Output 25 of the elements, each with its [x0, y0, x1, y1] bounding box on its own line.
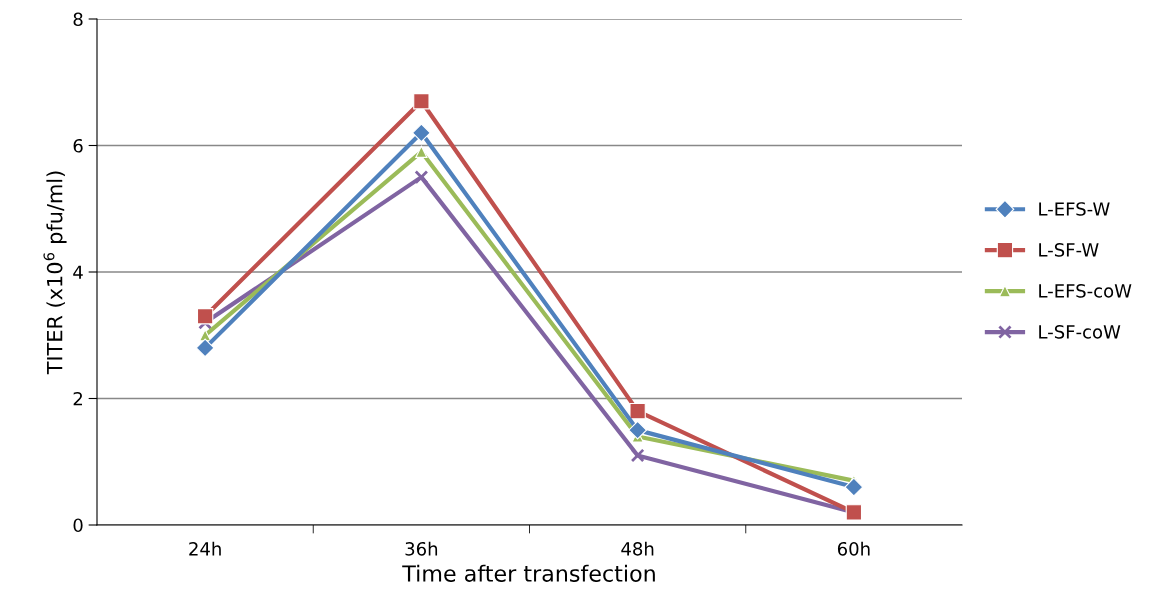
- x-tick-label: 24h: [189, 541, 221, 556]
- point: [196, 308, 214, 325]
- legend-label: L-EFS-coW: [1039, 284, 1132, 298]
- point: [195, 338, 215, 358]
- y-tick-label: 8: [73, 12, 83, 27]
- legend-label: L-EFS-W: [1039, 202, 1110, 216]
- y-tick-label: 2: [73, 391, 82, 406]
- x-tick-label: 60h: [837, 541, 870, 556]
- x-tick-label: 36h: [405, 541, 438, 556]
- legend-label: L-SF-coW: [1039, 325, 1121, 339]
- y-tick-label: 0: [73, 518, 83, 533]
- y-axis-title: TITER (x10$^{6}$ pfu/ml): [43, 171, 67, 375]
- legend-label: L-SF-W: [1039, 243, 1099, 257]
- x-axis-title: Time after transfection: [402, 564, 655, 582]
- point: [414, 170, 429, 185]
- x-tick-label: 48h: [621, 541, 654, 556]
- point: [844, 477, 864, 497]
- point: [628, 420, 648, 440]
- point: [413, 93, 430, 110]
- point: [630, 448, 645, 463]
- y-tick-label: 4: [73, 265, 83, 279]
- y-tick-label: 6: [73, 138, 83, 153]
- point: [629, 402, 646, 420]
- point: [411, 123, 431, 143]
- point: [415, 145, 428, 158]
